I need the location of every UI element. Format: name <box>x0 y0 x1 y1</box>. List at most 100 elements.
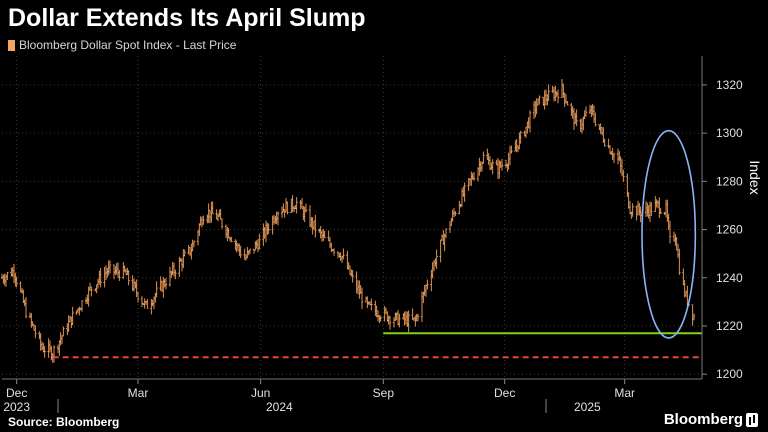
ohlc-bar <box>267 223 270 235</box>
ohlc-bar <box>116 262 120 278</box>
ohlc-bar <box>162 277 165 298</box>
ohlc-bar <box>190 243 193 260</box>
ohlc-bar <box>579 119 582 133</box>
ohlc-bar <box>666 199 669 222</box>
ohlc-bar <box>454 211 457 217</box>
ohlc-bar <box>146 299 149 309</box>
ohlc-bar <box>584 106 588 117</box>
ohlc-bar <box>80 300 84 312</box>
ohlc-bar <box>572 108 576 130</box>
ohlc-bar <box>358 280 361 299</box>
ohlc-bar <box>655 199 658 208</box>
ohlc-bar <box>170 270 173 278</box>
ohlc-bar <box>364 296 368 303</box>
ohlc-bar <box>134 281 137 289</box>
ohlc-bar <box>188 247 192 257</box>
ohlc-bar <box>218 209 221 217</box>
ohlc-bar <box>470 171 473 186</box>
ohlc-bar <box>276 211 280 226</box>
ohlc-bar <box>536 98 540 106</box>
terminal-icon <box>746 412 758 427</box>
ohlc-bar <box>299 200 302 210</box>
ohlc-bar <box>67 315 70 332</box>
ohlc-bar <box>15 276 18 288</box>
ohlc-bar <box>619 156 622 174</box>
ohlc-bar <box>384 307 388 315</box>
ohlc-bar <box>691 304 694 326</box>
ohlc-bar <box>434 258 437 267</box>
ohlc-bar <box>107 260 110 276</box>
ohlc-bar <box>11 267 14 277</box>
ohlc-bar <box>143 298 146 309</box>
ohlc-bar <box>202 215 205 225</box>
ohlc-bar <box>2 274 5 284</box>
ohlc-bar <box>163 278 166 288</box>
ohlc-bar <box>199 216 202 226</box>
ohlc-bar <box>311 217 314 235</box>
ohlc-bar <box>272 214 276 225</box>
x-year-label: 2023 <box>3 400 30 414</box>
ohlc-bar <box>420 291 424 323</box>
ohlc-bar <box>616 148 620 165</box>
ohlc-bar <box>376 310 380 322</box>
ohlc-bar <box>336 251 340 259</box>
ohlc-bar <box>207 203 210 223</box>
x-tick-label: Mar <box>614 386 635 400</box>
ohlc-bar <box>458 200 461 215</box>
ohlc-bar <box>612 152 616 163</box>
ohlc-bar <box>256 239 260 253</box>
ohlc-bar <box>472 172 476 181</box>
ohlc-bar <box>479 161 482 172</box>
ohlc-bar <box>210 201 213 223</box>
ohlc-bar <box>6 272 9 281</box>
ohlc-bar <box>155 281 158 298</box>
ohlc-bar <box>31 321 34 327</box>
ohlc-bar <box>658 197 661 218</box>
ohlc-bar <box>656 200 660 209</box>
ohlc-bar <box>24 296 28 319</box>
ohlc-bar <box>628 200 632 215</box>
ohlc-bar <box>638 202 641 216</box>
ohlc-bar <box>340 255 344 263</box>
ohlc-bar <box>224 224 228 239</box>
chart-title: Dollar Extends Its April Slump <box>8 4 366 32</box>
ohlc-bar <box>476 167 480 182</box>
ohlc-bar <box>682 268 685 286</box>
ohlc-bar <box>496 158 500 180</box>
ohlc-bar <box>122 262 125 279</box>
ohlc-bar <box>90 286 93 297</box>
ohlc-bar <box>168 266 172 287</box>
ohlc-bar <box>618 151 621 161</box>
ohlc-bar <box>580 118 584 134</box>
ohlc-bar <box>416 313 420 322</box>
ohlc-bar <box>187 244 190 255</box>
ohlc-bar <box>398 313 401 328</box>
ohlc-bar <box>283 209 286 218</box>
ohlc-bar <box>575 109 578 127</box>
y-tick-label: 1280 <box>716 174 743 188</box>
ohlc-bar <box>490 162 493 170</box>
ohlc-bar <box>42 342 45 353</box>
ohlc-bar <box>646 202 649 217</box>
ohlc-bar <box>360 287 364 309</box>
ohlc-bar <box>303 206 306 223</box>
ohlc-bar <box>323 230 326 239</box>
ohlc-bar <box>151 299 154 307</box>
ohlc-bar <box>570 103 573 116</box>
ohlc-bar <box>439 239 442 263</box>
ohlc-bar <box>664 199 668 218</box>
ohlc-bar <box>407 310 410 333</box>
ohlc-bar <box>150 298 153 315</box>
ohlc-bar <box>647 205 650 219</box>
ohlc-bar <box>78 306 81 316</box>
ohlc-bar <box>99 268 102 288</box>
ohlc-bar <box>351 269 354 283</box>
ohlc-bar <box>302 205 305 221</box>
ohlc-bar <box>516 145 520 153</box>
ohlc-bar <box>108 260 112 274</box>
ohlc-bar <box>328 237 332 248</box>
ohlc-bar <box>544 89 548 106</box>
y-tick-label: 1200 <box>716 367 743 381</box>
ohlc-bar <box>12 263 16 283</box>
ohlc-bar <box>66 323 69 336</box>
